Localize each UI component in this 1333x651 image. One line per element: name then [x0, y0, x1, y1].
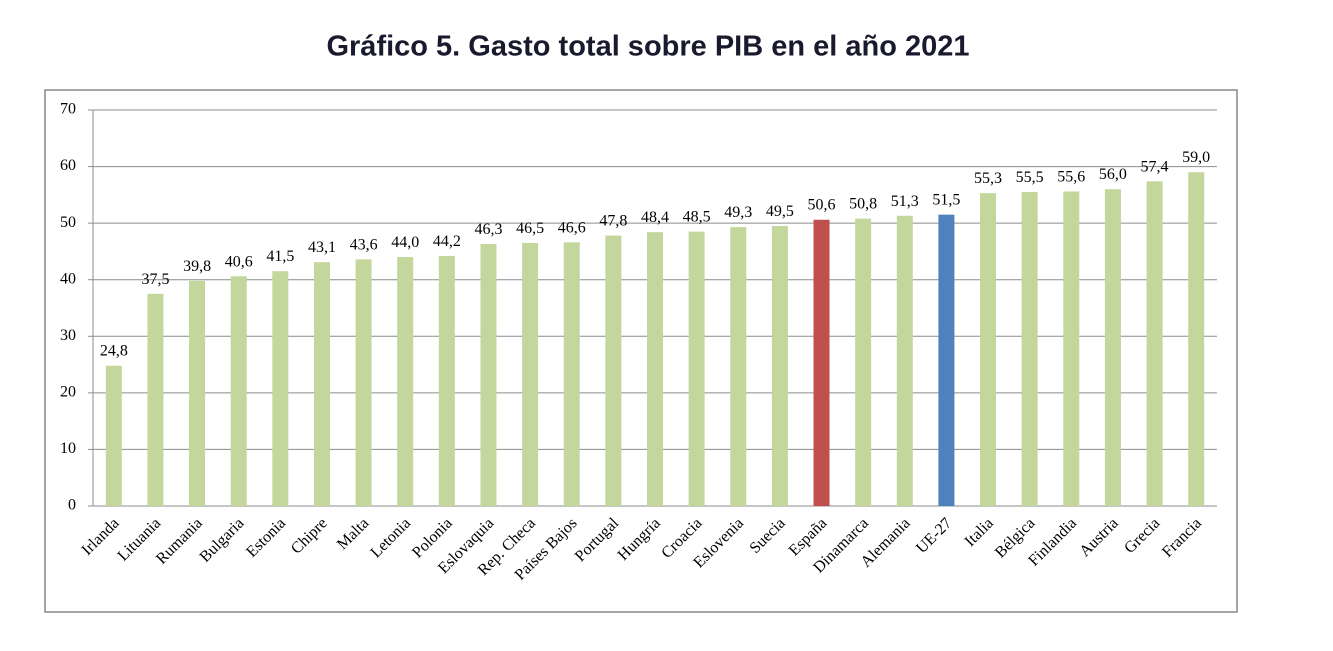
value-label: 55,5	[1016, 169, 1044, 186]
bar	[813, 219, 830, 506]
bar	[855, 218, 872, 507]
y-tick-label: 40	[60, 270, 76, 287]
bar	[896, 215, 913, 506]
bar	[771, 225, 788, 506]
value-label: 51,3	[891, 193, 919, 210]
value-label: 39,8	[183, 258, 211, 275]
bar	[272, 271, 289, 506]
x-tick-label: Hungría	[615, 515, 664, 564]
value-label: 56,0	[1099, 166, 1127, 183]
bar	[1104, 189, 1121, 506]
bar	[1021, 192, 1038, 506]
bar	[105, 365, 122, 506]
y-tick-label: 70	[60, 101, 76, 118]
bar	[355, 259, 372, 506]
bar	[480, 244, 497, 506]
x-tick-label: Malta	[334, 515, 372, 553]
value-label: 50,6	[808, 197, 836, 214]
y-tick-label: 50	[60, 214, 76, 231]
value-label: 47,8	[599, 213, 627, 230]
value-label: 41,5	[266, 248, 294, 265]
value-label: 46,3	[474, 221, 502, 238]
x-tick-label: Letonia	[367, 515, 414, 562]
x-tick-label: Chipre	[288, 515, 331, 558]
chart-title: Gráfico 5. Gasto total sobre PIB en el a…	[326, 31, 969, 63]
value-label: 43,6	[350, 236, 378, 253]
y-tick-label: 60	[60, 157, 76, 174]
x-tick-label: Estonia	[243, 515, 289, 561]
value-label: 46,6	[558, 219, 586, 236]
x-tick-label: Suecia	[747, 515, 789, 557]
bar	[1146, 181, 1163, 506]
bar	[980, 193, 997, 506]
value-label: 24,8	[100, 343, 128, 360]
value-label: 48,4	[641, 209, 669, 226]
x-tick-label: Austria	[1076, 515, 1121, 560]
bar	[730, 227, 747, 507]
x-tick-label: Bulgaria	[197, 515, 248, 566]
value-label: 40,6	[225, 253, 253, 270]
value-label: 44,2	[433, 233, 461, 250]
value-label: 37,5	[141, 271, 169, 288]
bar	[938, 214, 955, 506]
value-label: 48,5	[683, 209, 711, 226]
value-label: 55,3	[974, 170, 1002, 187]
bar	[313, 262, 330, 506]
y-tick-label: 10	[60, 440, 76, 457]
x-tick-label: Francia	[1159, 515, 1205, 561]
bar	[563, 242, 580, 506]
bar	[189, 280, 206, 506]
value-label: 50,8	[849, 196, 877, 213]
bar	[147, 293, 164, 506]
x-tick-label: UE-27	[913, 515, 955, 557]
bar	[688, 231, 705, 506]
bar	[1063, 191, 1080, 506]
value-label: 55,6	[1057, 168, 1085, 185]
y-tick-label: 30	[60, 327, 76, 344]
y-tick-label: 0	[68, 497, 76, 514]
x-tick-label: Italia	[962, 515, 997, 550]
bar	[230, 276, 247, 506]
value-label: 49,5	[766, 203, 794, 220]
value-label: 51,5	[932, 192, 960, 209]
bar	[605, 235, 622, 507]
value-label: 49,3	[724, 204, 752, 221]
bar	[397, 257, 414, 506]
bar	[522, 242, 539, 506]
value-label: 43,1	[308, 239, 336, 256]
x-tick-label: Grecia	[1121, 515, 1163, 557]
value-label: 46,5	[516, 220, 544, 237]
bar	[438, 255, 455, 506]
x-tick-label: Rumania	[153, 515, 206, 568]
value-label: 57,4	[1141, 158, 1169, 175]
bar	[1188, 172, 1205, 506]
x-tick-label: Portugal	[572, 514, 623, 565]
y-tick-label: 20	[60, 384, 76, 401]
value-label: 59,0	[1182, 149, 1210, 166]
value-label: 44,0	[391, 234, 419, 251]
chart-frame	[44, 89, 1238, 613]
bar	[647, 232, 663, 507]
